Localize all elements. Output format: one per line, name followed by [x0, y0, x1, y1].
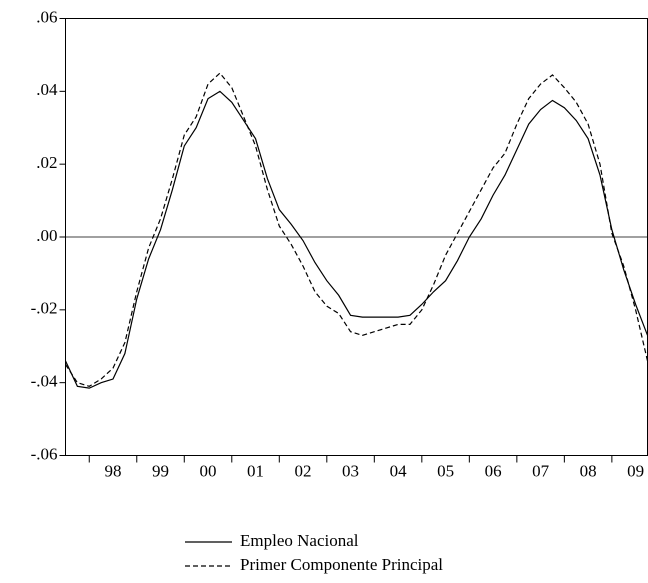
- x-tick-label: 06: [485, 461, 502, 480]
- x-tick-label: 00: [200, 461, 217, 480]
- x-tick-label: 07: [532, 461, 550, 480]
- x-tick-label: 09: [627, 461, 644, 480]
- y-tick-label: .02: [36, 153, 57, 172]
- y-tick-label: .04: [36, 80, 58, 99]
- x-tick-label: 04: [390, 461, 408, 480]
- legend-label: Primer Componente Principal: [240, 555, 443, 574]
- x-tick-label: 98: [105, 461, 122, 480]
- y-tick-label: .06: [36, 7, 57, 26]
- y-tick-label: .00: [36, 226, 57, 245]
- x-tick-label: 03: [342, 461, 359, 480]
- x-tick-label: 01: [247, 461, 264, 480]
- y-tick-label: -.06: [31, 444, 58, 463]
- x-tick-label: 08: [580, 461, 597, 480]
- legend-label: Empleo Nacional: [240, 531, 359, 550]
- series-line: [64, 90, 648, 389]
- series-line: [64, 72, 648, 387]
- y-tick-label: -.04: [31, 372, 58, 391]
- x-tick-label: 02: [295, 461, 312, 480]
- y-tick-label: -.02: [31, 299, 58, 318]
- x-tick-label: 99: [152, 461, 169, 480]
- x-tick-label: 05: [437, 461, 454, 480]
